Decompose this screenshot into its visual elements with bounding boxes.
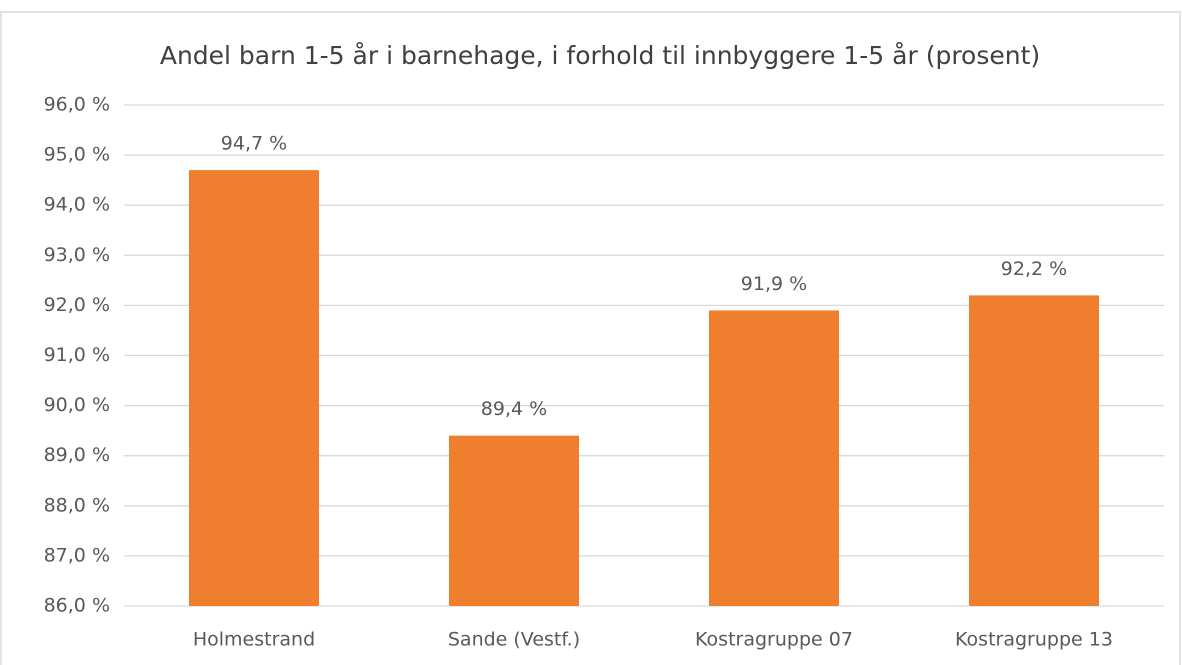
x-tick-label: Kostragruppe 07 — [695, 629, 853, 651]
chart-title: Andel barn 1-5 år i barnehage, i forhold… — [160, 41, 1040, 70]
y-tick-label: 88,0 % — [44, 494, 110, 516]
y-tick-label: 95,0 % — [44, 144, 110, 166]
y-tick-label: 92,0 % — [44, 294, 110, 316]
data-label: 89,4 % — [481, 398, 547, 420]
x-tick-label: Kostragruppe 13 — [955, 629, 1113, 651]
y-tick-label: 94,0 % — [44, 194, 110, 216]
data-label: 91,9 % — [741, 273, 807, 295]
y-tick-label: 91,0 % — [44, 344, 110, 366]
bar — [449, 435, 579, 606]
y-tick-label: 87,0 % — [44, 544, 110, 566]
x-tick-label: Holmestrand — [193, 629, 315, 651]
y-tick-label: 89,0 % — [44, 444, 110, 466]
bar — [189, 170, 319, 606]
bar — [969, 295, 1099, 606]
y-tick-label: 96,0 % — [44, 94, 110, 116]
bar — [709, 310, 839, 606]
data-label: 92,2 % — [1001, 258, 1067, 280]
y-tick-label: 86,0 % — [44, 595, 110, 617]
data-label: 94,7 % — [221, 133, 287, 155]
x-tick-label: Sande (Vestf.) — [448, 629, 580, 651]
y-tick-label: 93,0 % — [44, 244, 110, 266]
y-tick-label: 90,0 % — [44, 394, 110, 416]
